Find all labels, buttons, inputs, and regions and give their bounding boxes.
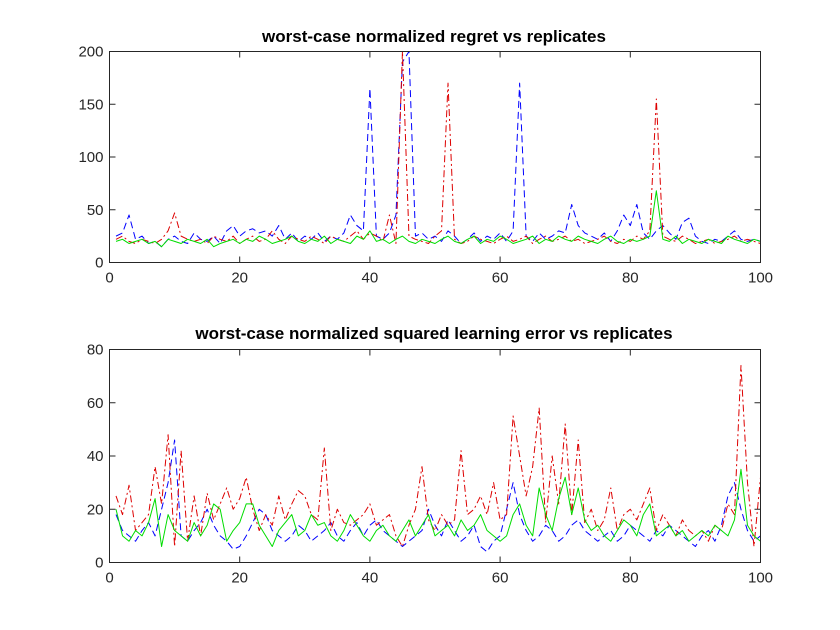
chart-title: worst-case normalized squared learning e…	[194, 324, 672, 343]
x-tick-label: 40	[362, 270, 379, 287]
x-tick-label: 80	[622, 270, 639, 287]
y-tick-label: 100	[78, 149, 103, 166]
y-tick-label: 80	[87, 342, 104, 359]
x-tick-label: 20	[231, 270, 248, 287]
tick-layer: 0 20 40 60 80 100 0 20 40 60 80	[87, 342, 773, 587]
y-tick-label: 50	[87, 202, 104, 219]
y-tick-label: 20	[87, 501, 104, 518]
y-tick-label: 150	[78, 96, 103, 113]
series-line-1	[115, 51, 761, 245]
x-tick-label: 20	[231, 570, 248, 587]
y-tick-label: 60	[87, 395, 104, 412]
x-tick-label: 80	[622, 570, 639, 587]
series-line-1	[115, 364, 761, 548]
x-tick-label: 60	[492, 270, 509, 287]
series-layer	[115, 364, 761, 553]
x-tick-label: 60	[492, 570, 509, 587]
series-line-0	[115, 51, 761, 248]
x-tick-label: 40	[362, 570, 379, 587]
series-line-0	[115, 439, 761, 553]
x-tick-label: 100	[748, 270, 773, 287]
y-tick-label: 40	[87, 448, 104, 465]
axes-box	[109, 51, 761, 263]
x-tick-label: 100	[748, 570, 773, 587]
subplot-learning-error: worst-case normalized squared learning e…	[87, 324, 773, 587]
x-tick-label: 0	[105, 570, 113, 587]
y-tick-label: 200	[78, 44, 103, 61]
chart-title: worst-case normalized regret vs replicat…	[261, 27, 606, 46]
x-tick-label: 0	[105, 270, 113, 287]
series-layer	[115, 51, 761, 248]
y-tick-label: 0	[95, 555, 103, 572]
series-line-2	[115, 468, 761, 548]
subplot-regret: worst-case normalized regret vs replicat…	[78, 27, 773, 287]
series-line-2	[115, 190, 761, 248]
tick-layer: 0 20 40 60 80 100 0 50 100 150 200	[78, 44, 773, 287]
y-tick-label: 0	[95, 255, 103, 272]
